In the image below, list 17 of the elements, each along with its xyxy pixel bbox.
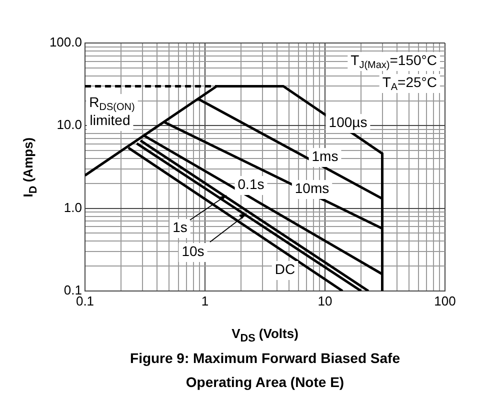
annotation: 1s [172, 218, 188, 235]
y-tick-label: 1.0 [64, 200, 82, 215]
annotation: 0.1s [238, 176, 264, 192]
text: Figure 9: Maximum Forward Biased Safe Operating Area (Note E) [129, 349, 401, 392]
annotation: DC [274, 260, 296, 277]
x-tick-label: 1 [201, 293, 209, 308]
x-axis-title: V$_{DS}$ (Volts) [230, 326, 300, 345]
y-tick-label: 100.0 [49, 34, 82, 50]
x-tick-label: 10 [318, 293, 332, 308]
annotation: limited [90, 112, 130, 128]
annotation: 10s [182, 242, 204, 259]
annotation: 100µs [328, 114, 368, 130]
x-tick-label: 100 [434, 293, 456, 308]
x-tick-label: 0.1 [76, 293, 94, 308]
annotation: 1ms [312, 148, 338, 164]
annotation: 10ms [294, 180, 330, 196]
y-tick-label: 10.0 [56, 117, 82, 132]
